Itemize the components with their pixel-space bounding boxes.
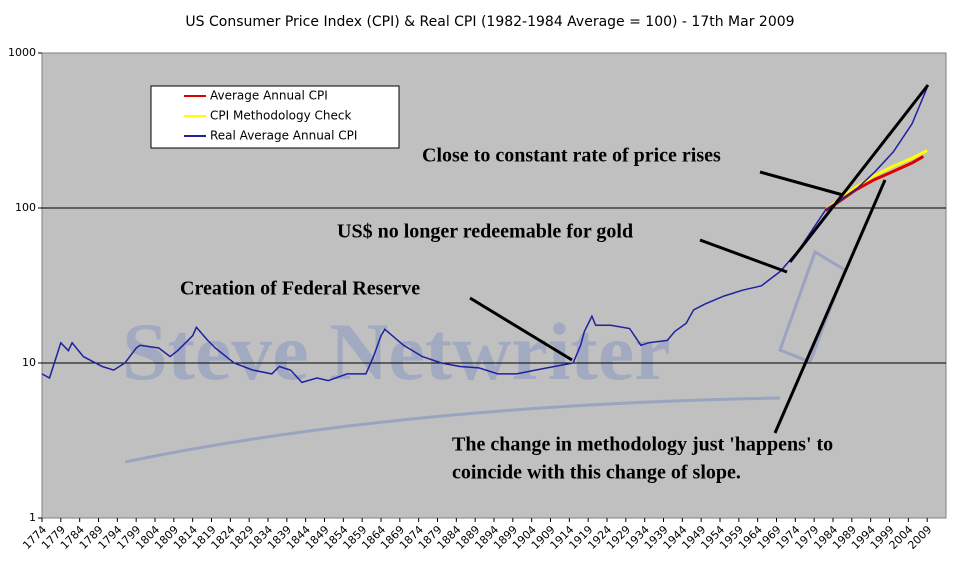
annotation: Creation of Federal Reserve <box>180 278 420 300</box>
arrow <box>699 238 788 274</box>
annotation: Close to constant rate of price rises <box>422 145 721 167</box>
y-tick-label: 10 <box>22 356 36 369</box>
slope-line <box>788 84 930 263</box>
legend-label: Real Average Annual CPI <box>210 129 357 143</box>
watermark: Steve Netwriter <box>122 306 671 397</box>
y-tick-label: 100 <box>15 201 36 214</box>
arrow <box>759 170 844 197</box>
arrow <box>469 296 573 362</box>
annotation: The change in methodology just 'happens'… <box>452 434 833 456</box>
legend-label: Average Annual CPI <box>210 89 328 103</box>
annotation: coincide with this change of slope. <box>452 462 741 484</box>
chart-title: US Consumer Price Index (CPI) & Real CPI… <box>185 14 794 30</box>
annotation: US$ no longer redeemable for gold <box>337 221 633 243</box>
y-tick-label: 1000 <box>8 46 36 59</box>
watermark-curve <box>124 396 781 464</box>
watermark-group: Steve Netwriter <box>122 249 847 464</box>
arrows <box>469 84 930 434</box>
legend-label: CPI Methodology Check <box>210 109 351 123</box>
series-line <box>41 87 928 384</box>
y-tick-label: 1 <box>29 511 36 524</box>
arrow <box>773 179 887 434</box>
